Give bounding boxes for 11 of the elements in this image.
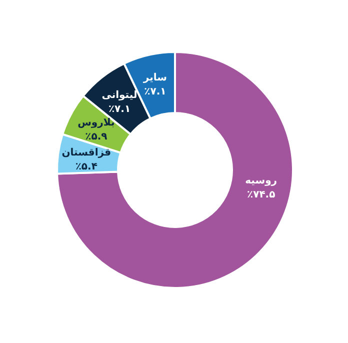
slice-label: قزاقستان	[62, 148, 111, 159]
data-label: ٪۵.۹	[85, 132, 108, 143]
data-label: ٪۷۴.۵	[246, 190, 276, 201]
data-label: ٪۷.۱	[144, 86, 166, 98]
donut-slice	[56, 51, 294, 289]
data-label: ٪۷.۱	[108, 104, 131, 115]
slice-label: روسیه	[245, 176, 278, 187]
slice-label: لیتوانی	[102, 90, 138, 101]
slice-label: بلاروس	[78, 118, 115, 129]
slice-label: سایر	[142, 72, 168, 84]
data-label: ٪۵.۴	[75, 162, 98, 173]
